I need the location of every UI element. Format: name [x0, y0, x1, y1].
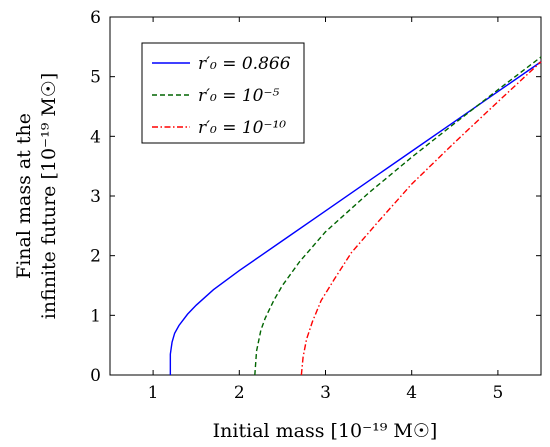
x-tick-label: 4	[406, 383, 417, 403]
series-line-0	[169, 61, 542, 375]
x-axis-label: Initial mass [10⁻¹⁹ M☉]	[213, 420, 438, 442]
y-tick-label: 2	[90, 247, 101, 267]
y-axis-label-line-2: infinite future [10⁻¹⁹ M☉]	[38, 73, 60, 320]
legend-entry-1: r′₀ = 10⁻⁵	[198, 86, 279, 106]
x-tick-label: 1	[148, 383, 159, 403]
legend-entry-0: r′₀ = 0.866	[198, 54, 291, 74]
y-tick-label: 4	[90, 127, 101, 147]
y-tick-label: 1	[90, 306, 101, 326]
legend-entry-2: r′₀ = 10⁻¹⁰	[198, 118, 286, 138]
legend: r′₀ = 0.866 r′₀ = 10⁻⁵ r′₀ = 10⁻¹⁰	[141, 42, 305, 144]
series-line-1	[254, 56, 542, 376]
x-tick-label: 3	[320, 383, 331, 403]
series-layer	[169, 56, 542, 376]
x-tick-label: 5	[492, 383, 503, 403]
y-tick-label: 5	[90, 68, 101, 88]
x-tick-label: 2	[234, 383, 245, 403]
ticks-layer: 1 2 3 4 5 0 1 2 3 4 5 6	[90, 8, 541, 403]
y-tick-label: 3	[90, 187, 101, 207]
series-line-2	[300, 61, 542, 376]
y-tick-label: 0	[90, 366, 101, 386]
y-axis-label-line-1: Final mass at the	[13, 113, 35, 279]
y-tick-label: 6	[90, 8, 101, 28]
